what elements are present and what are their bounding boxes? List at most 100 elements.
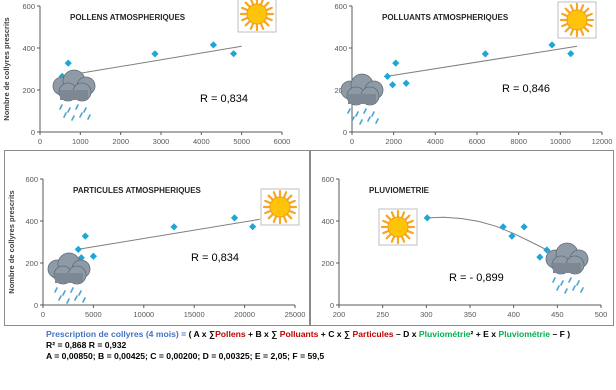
correlation-label: R = 0,846 bbox=[502, 83, 550, 95]
x-tick-label: 350 bbox=[464, 310, 477, 319]
formula-line-1: Prescription de collyres (4 mois) = ( A … bbox=[46, 329, 612, 340]
formula-polluants: Polluants bbox=[279, 329, 319, 339]
x-tick-label: 12000 bbox=[592, 137, 613, 146]
data-point bbox=[81, 232, 89, 240]
x-tick-label: 450 bbox=[551, 310, 564, 319]
data-point bbox=[170, 223, 178, 231]
x-tick-label: 5000 bbox=[233, 137, 250, 146]
sun-disc bbox=[246, 3, 268, 25]
y-tick-label: 200 bbox=[321, 259, 334, 268]
y-tick-label: 0 bbox=[31, 128, 35, 137]
trendline bbox=[387, 45, 578, 77]
y-tick-label: 400 bbox=[321, 217, 334, 226]
x-tick-label: 20000 bbox=[234, 310, 255, 319]
chart-title: PARTICULES ATMOSPHERIQUES bbox=[73, 186, 202, 195]
x-tick-label: 2000 bbox=[112, 137, 129, 146]
x-tick-label: 2000 bbox=[385, 137, 402, 146]
chart-title: PLUVIOMETRIE bbox=[369, 186, 430, 195]
correlation-label: R = - 0,899 bbox=[449, 272, 504, 284]
regression-formula: Prescription de collyres (4 mois) = ( A … bbox=[46, 329, 612, 362]
x-tick-label: 25000 bbox=[285, 310, 306, 319]
y-tick-label: 0 bbox=[343, 128, 347, 137]
x-tick-label: 0 bbox=[41, 310, 45, 319]
rain-drops bbox=[59, 104, 91, 121]
formula-part-3: – D x bbox=[393, 329, 419, 339]
cloud-body bbox=[52, 69, 96, 102]
y-tick-label: 400 bbox=[22, 44, 35, 53]
rain-cloud-icon bbox=[340, 73, 384, 125]
x-tick-label: 10000 bbox=[133, 310, 154, 319]
x-tick-label: 6000 bbox=[274, 137, 291, 146]
correlation-label: R = 0,834 bbox=[200, 93, 248, 105]
formula-line-2: R² = 0,868 R = 0,932 bbox=[46, 340, 127, 350]
cloud-body bbox=[47, 252, 91, 285]
formula-part-2: + C x ∑ bbox=[318, 329, 353, 339]
chart-polluants: 0200400600020004000600080001000012000POL… bbox=[310, 0, 616, 150]
formula-pluviometrie-sq: Pluviométrie bbox=[418, 329, 471, 339]
rain-cloud-icon bbox=[52, 69, 96, 121]
data-point bbox=[392, 59, 400, 67]
rain-drops bbox=[552, 277, 584, 294]
y-tick-label: 200 bbox=[22, 86, 35, 95]
sun-disc bbox=[387, 216, 409, 238]
data-point bbox=[423, 214, 431, 222]
formula-prefix: Prescription de collyres (4 mois) = bbox=[46, 329, 189, 339]
chart-pollens: 0 200 400 600 0 1000 2000 3000 4000 5000 6000 Nombr… bbox=[0, 0, 310, 150]
y-tick-label: 400 bbox=[334, 44, 347, 53]
sun-rays bbox=[262, 189, 298, 225]
data-point bbox=[389, 81, 397, 89]
x-tick-label: 500 bbox=[595, 310, 608, 319]
sun-icon bbox=[260, 188, 300, 226]
chart-title: POLLUANTS ATMOSPHERIQUES bbox=[382, 13, 509, 22]
x-tick-label: 4000 bbox=[427, 137, 444, 146]
x-tick-label: 0 bbox=[38, 137, 42, 146]
cloud-body bbox=[545, 242, 589, 275]
x-tick-label: 250 bbox=[376, 310, 389, 319]
x-tick-label: 400 bbox=[507, 310, 520, 319]
x-tick-label: 1000 bbox=[72, 137, 89, 146]
data-point bbox=[77, 254, 85, 262]
data-point bbox=[249, 223, 257, 231]
x-tick-label: 5000 bbox=[85, 310, 102, 319]
data-point bbox=[567, 50, 575, 58]
y-tick-label: 0 bbox=[330, 301, 334, 310]
rain-cloud-icon bbox=[545, 242, 589, 294]
formula-open: ( A x ∑ bbox=[188, 329, 216, 339]
correlation-label: R = 0,834 bbox=[191, 252, 239, 264]
formula-part-1: + B x ∑ bbox=[245, 329, 280, 339]
y-tick-label: 0 bbox=[34, 301, 38, 310]
x-tick-label: 6000 bbox=[469, 137, 486, 146]
trendline bbox=[62, 45, 242, 77]
sun-rays bbox=[380, 209, 416, 245]
data-point bbox=[74, 245, 82, 253]
sun-rays bbox=[559, 2, 595, 38]
data-point bbox=[536, 253, 544, 261]
trendline bbox=[78, 218, 260, 250]
sun-disc bbox=[566, 9, 588, 31]
data-point bbox=[89, 252, 97, 260]
data-point bbox=[230, 50, 238, 58]
y-tick-label: 400 bbox=[25, 217, 38, 226]
data-point bbox=[209, 41, 218, 49]
x-tick-label: 8000 bbox=[510, 137, 527, 146]
formula-pollens: Pollens bbox=[215, 329, 246, 339]
y-tick-label: 600 bbox=[334, 2, 347, 11]
y-tick-label: 200 bbox=[25, 259, 38, 268]
data-point bbox=[64, 59, 72, 67]
data-point bbox=[548, 41, 556, 49]
x-tick-label: 15000 bbox=[184, 310, 205, 319]
sun-icon bbox=[237, 0, 277, 33]
data-point bbox=[383, 72, 392, 80]
rain-drops bbox=[347, 108, 379, 125]
y-axis-title: Nombre de collyres prescrits bbox=[7, 190, 16, 293]
rain-drops bbox=[54, 287, 86, 304]
y-tick-label: 600 bbox=[22, 2, 35, 11]
data-point bbox=[151, 50, 159, 58]
x-tick-label: 200 bbox=[333, 310, 346, 319]
chart-particules: 0 200 400 600 0 5000 10000 15000 20000 25000 Nombr… bbox=[4, 150, 310, 326]
x-tick-label: 10000 bbox=[550, 137, 571, 146]
sun-disc bbox=[269, 196, 291, 218]
formula-pluviometrie: Pluviométrie bbox=[498, 329, 551, 339]
data-point bbox=[402, 79, 410, 87]
chart-pluviometrie: 0 200 400 600 200 250 300 350 400 450 500 PLUVIOMET… bbox=[310, 150, 614, 326]
